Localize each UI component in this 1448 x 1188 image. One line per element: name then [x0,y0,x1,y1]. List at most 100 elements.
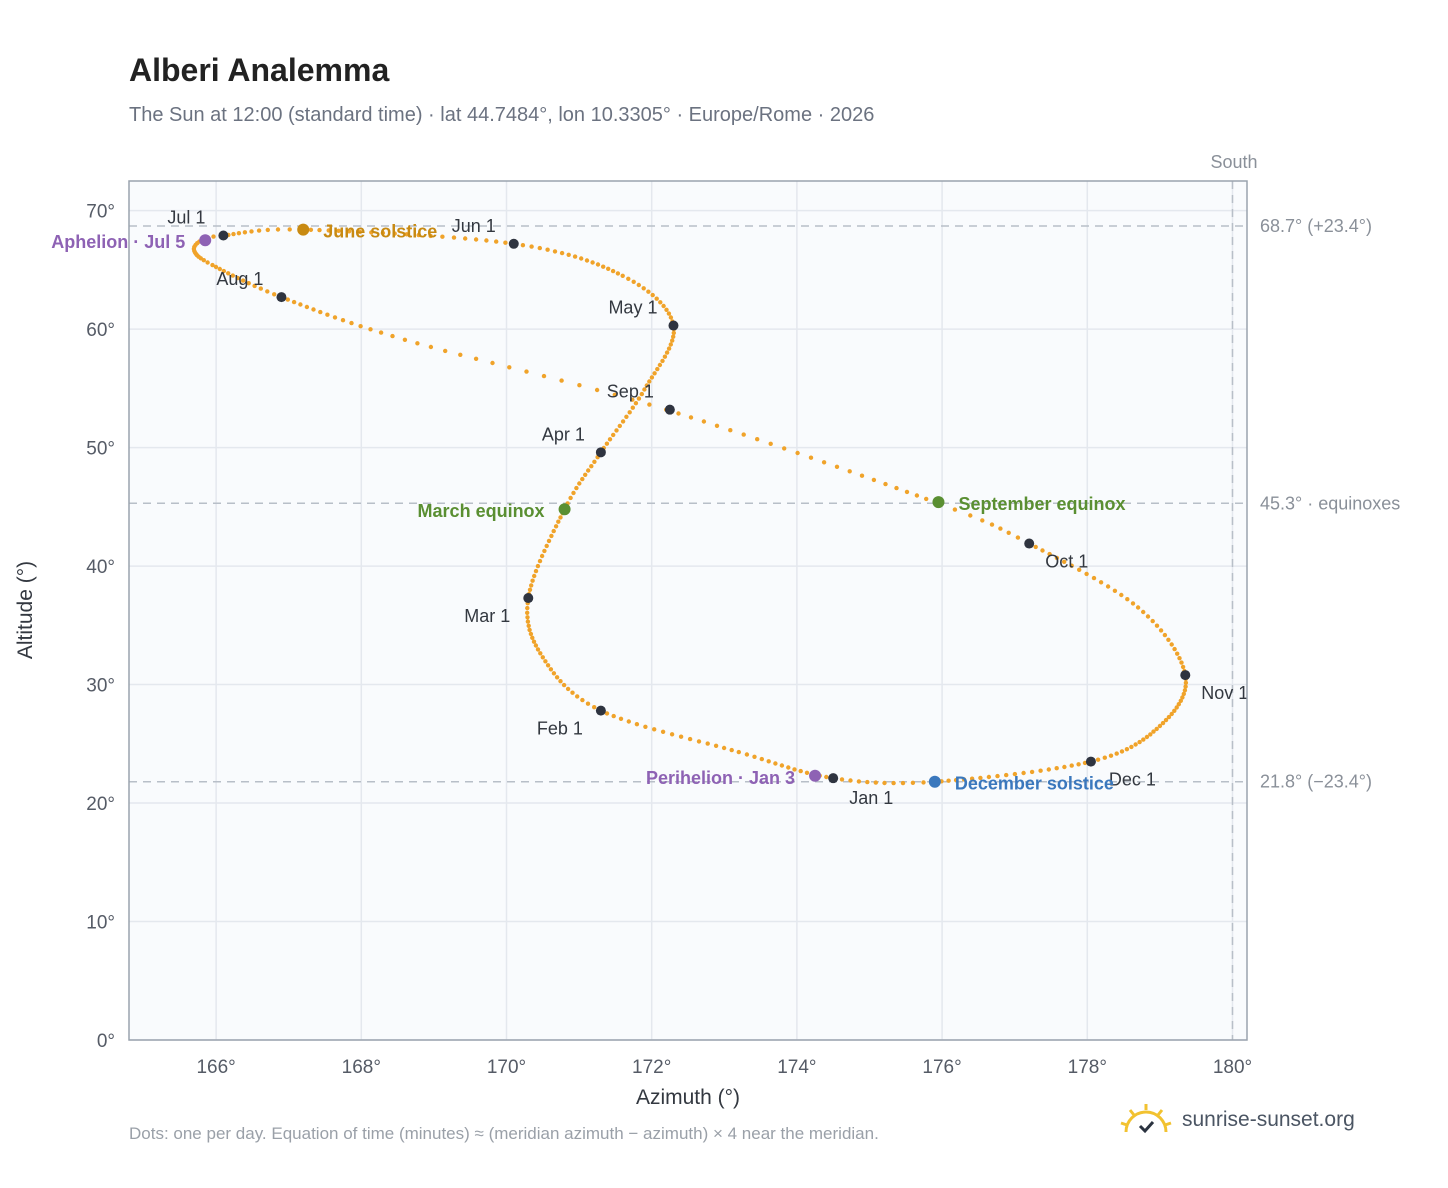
day-dot [808,455,814,460]
day-dot [558,515,563,520]
event-label: Aphelion · Jul 5 [51,232,185,252]
day-dot [285,297,290,302]
day-dot [380,230,386,236]
day-dot [1177,656,1182,661]
day-dot [545,663,551,668]
day-dot [721,745,727,751]
day-dot [1174,705,1179,710]
day-dot [1158,628,1164,633]
day-dot [617,423,622,429]
day-dot [654,296,659,301]
day-dot [630,405,635,410]
day-dot [1148,732,1153,737]
day-dot [728,428,733,433]
day-dot [1154,726,1159,732]
day-dot [549,533,554,539]
day-dot [736,749,741,755]
day-dot [1021,770,1026,776]
x-tick-label: 168° [342,1057,381,1078]
event-label: March equinox [418,501,545,521]
day-dot [1180,695,1185,700]
day-dot [668,342,673,347]
y-tick-label: 30° [86,676,115,697]
day-dot [1119,592,1124,598]
day-dot [580,476,585,482]
event-label: December solstice [955,774,1114,794]
day-dot [666,311,672,316]
day-dot [584,258,590,263]
day-dot [652,371,657,376]
brand[interactable]: sunrise-sunset.org [1120,1102,1355,1138]
day-dot [626,276,631,281]
day-dot [647,402,652,407]
day-dot [1125,597,1130,602]
day-dot [924,496,929,502]
day-dot [415,341,420,346]
day-dot [583,472,588,477]
month-label: Oct 1 [1045,552,1088,572]
day-dot [1176,702,1182,707]
day-dot [533,643,539,648]
x-tick-label: 180° [1213,1057,1252,1078]
event-markers: June solstice March equinox September equi… [51,222,1125,794]
event-marker [932,496,945,509]
day-dot [671,334,676,339]
day-dot [1095,757,1101,762]
day-dot [744,752,750,757]
day-dot [1181,691,1187,697]
day-dot [1169,711,1174,717]
day-dot [856,779,862,784]
day-dot [1178,698,1184,703]
day-dot [332,315,338,320]
day-dot [701,419,707,424]
month-label: May 1 [608,298,657,318]
day-dot [1150,618,1155,624]
y-axis-ticks: 0° 10° 20° 30° 40° 50° 60° 70° [86,202,115,1052]
day-dot [507,365,512,370]
event-label: June solstice [323,222,437,242]
day-dot [368,327,373,332]
day-dot [559,250,565,256]
day-dot [1169,642,1174,647]
y-tick-label: 50° [86,439,115,460]
day-dot [1145,614,1151,619]
day-dot [1179,660,1184,665]
day-dot [696,739,702,744]
day-dot [265,289,270,294]
day-dot [535,563,541,569]
y-axis-label: Altitude (°) [14,561,37,659]
day-dot [1076,762,1081,767]
day-dot [252,283,257,289]
day-dot [537,558,543,564]
chart-title: Alberi Analemma [129,52,390,88]
day-dot [839,777,845,782]
day-dot [575,694,580,699]
day-dot [579,256,584,261]
day-dot [766,759,771,764]
event-label: Perihelion · Jan 3 [646,768,795,788]
month-markers: Jan 1 Feb 1 Mar 1 Apr 1 May 1 Jun 1 Jul 1 Aug 1… [167,208,1248,809]
day-dot [714,423,720,428]
day-dot [664,307,669,312]
day-dot [821,460,827,465]
month-marker [508,238,519,249]
day-dot [1151,729,1156,734]
x-tick-label: 178° [1068,1057,1107,1078]
day-dot [551,528,556,534]
day-dot [357,229,363,234]
day-dot [847,469,852,474]
day-dot [543,659,548,664]
day-dot [1144,734,1150,740]
day-dot [570,690,575,695]
y-tick-label: 70° [86,202,115,223]
day-dot [865,779,870,785]
day-dot [213,264,219,270]
x-axis-ticks: 166° 168° 170° 172° 174° 176° 178° 180° [196,1057,1252,1078]
y-tick-label: 20° [86,794,115,815]
day-dot [535,647,541,652]
day-dot [882,780,887,786]
day-dot [786,765,791,770]
day-dot [416,232,421,238]
day-dot [545,247,550,252]
